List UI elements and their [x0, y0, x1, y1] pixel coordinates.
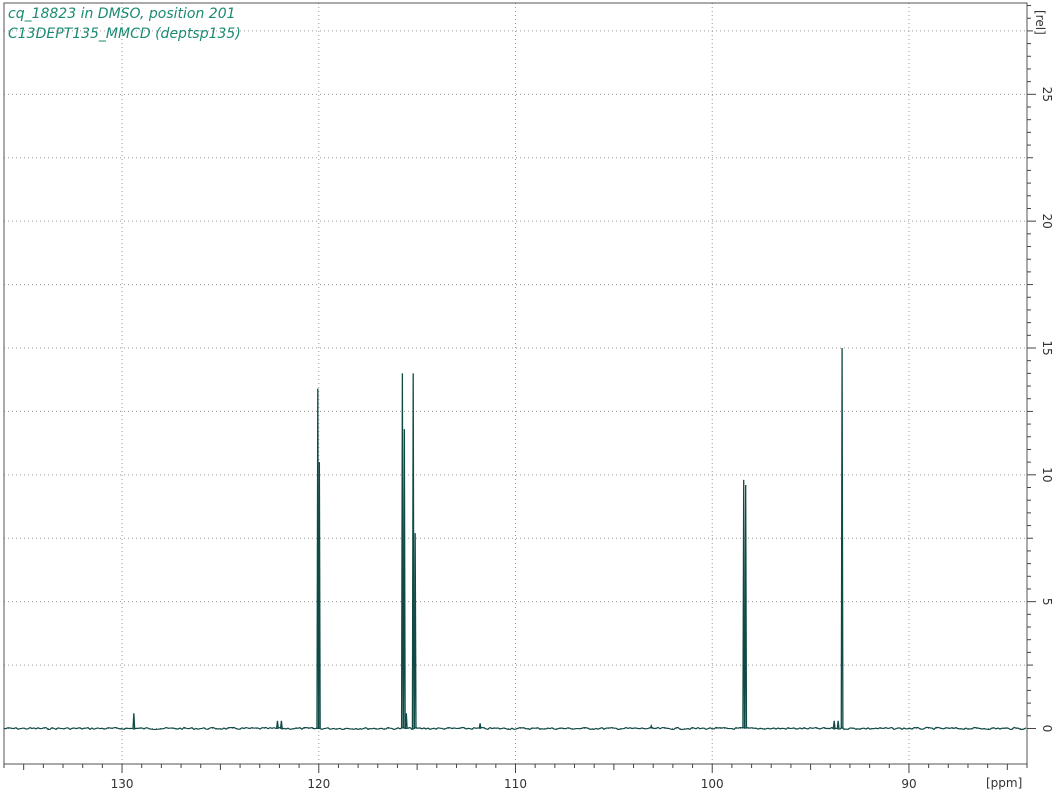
spectrum-title: cq_18823 in DMSO, position 201 — [8, 6, 236, 22]
x-axis-unit-label: [ppm] — [986, 776, 1022, 790]
y-tick-label: 10 — [1040, 467, 1054, 482]
y-tick-label: 0 — [1040, 725, 1054, 733]
spectrum-peak — [279, 720, 283, 729]
x-tick-label: 100 — [701, 777, 724, 791]
x-tick-label: 110 — [504, 777, 527, 791]
spectrum-peak — [317, 462, 321, 729]
spectrum-peak — [413, 533, 417, 729]
y-tick-label: 5 — [1040, 598, 1054, 606]
spectrum-peak — [400, 373, 404, 729]
spectrum-peak — [402, 429, 406, 729]
spectrum-peak — [832, 720, 836, 729]
y-tick-label: 15 — [1040, 340, 1054, 355]
spectrum-peak — [649, 723, 653, 729]
x-tick-label: 120 — [307, 777, 330, 791]
spectrum-peak — [132, 713, 136, 729]
spectrum-peak — [411, 373, 415, 729]
spectrum-peak — [478, 723, 482, 729]
spectrum-peak — [744, 484, 748, 729]
spectrum-peak — [404, 713, 408, 729]
spectrum-series — [3, 347, 1027, 731]
y-axis-unit-label: [rel] — [1033, 10, 1047, 35]
y-tick-label: 25 — [1040, 87, 1054, 102]
y-axis: 0 5 10 15 20 25 — [1027, 5, 1054, 733]
x-tick-label: 130 — [111, 777, 134, 791]
x-tick-label: 90 — [901, 777, 916, 791]
grid — [4, 3, 1027, 764]
spectrum-baseline — [3, 726, 1027, 731]
x-axis: 130 120 110 100 90 — [3, 764, 1028, 791]
spectrum-peak — [276, 720, 279, 729]
spectrum-peak — [742, 479, 746, 729]
experiment-subtitle: C13DEPT135_MMCD (deptsp135) — [8, 26, 241, 42]
spectrum-peak — [836, 720, 840, 729]
y-tick-label: 20 — [1040, 214, 1054, 229]
spectrum-peak — [840, 347, 844, 729]
